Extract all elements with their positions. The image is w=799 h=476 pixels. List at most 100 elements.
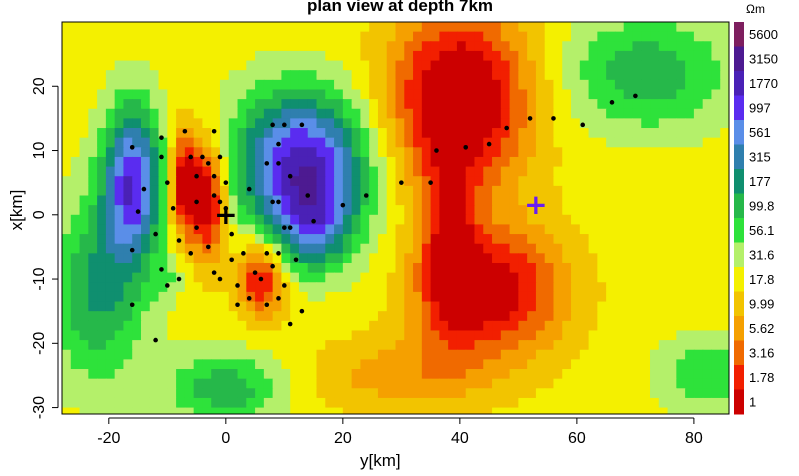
- heatmap-cell: [448, 137, 458, 148]
- heatmap-cell: [211, 195, 221, 206]
- heatmap-cell: [272, 388, 283, 399]
- heatmap-cell: [211, 340, 221, 351]
- heatmap-cell: [667, 31, 677, 42]
- colorbar-swatch: [734, 120, 744, 145]
- heatmap-cell: [588, 156, 598, 168]
- heatmap-cell: [123, 253, 133, 264]
- heatmap-cell: [79, 262, 89, 274]
- heatmap-cell: [290, 340, 300, 351]
- heatmap-cell: [456, 137, 467, 148]
- heatmap-cell: [105, 214, 116, 226]
- station-point: [434, 148, 439, 153]
- heatmap-cell: [325, 262, 335, 274]
- heatmap-cell: [360, 272, 370, 283]
- heatmap-cell: [456, 205, 467, 216]
- heatmap-cell: [79, 99, 89, 110]
- heatmap-cell: [606, 60, 616, 71]
- heatmap-cell: [255, 128, 265, 139]
- heatmap-cell: [720, 166, 729, 177]
- heatmap-cell: [623, 79, 634, 91]
- heatmap-cell: [623, 41, 634, 52]
- heatmap-cell: [702, 359, 713, 370]
- heatmap-cell: [650, 60, 660, 71]
- heatmap-cell: [535, 282, 546, 293]
- heatmap-cell: [167, 224, 177, 235]
- heatmap-cell: [79, 205, 89, 216]
- heatmap-cell: [316, 137, 326, 148]
- heatmap-cell: [562, 234, 572, 245]
- heatmap-cell: [509, 330, 519, 341]
- heatmap-cell: [202, 118, 212, 129]
- heatmap-cell: [500, 224, 511, 235]
- heatmap-cell: [238, 417, 247, 427]
- heatmap-cell: [386, 262, 397, 274]
- heatmap-cell: [483, 291, 493, 303]
- heatmap-cell: [413, 166, 423, 177]
- heatmap-cell: [492, 99, 502, 110]
- heatmap-cell: [553, 147, 563, 158]
- heatmap-cell: [693, 108, 704, 119]
- heatmap-cell: [237, 41, 247, 52]
- heatmap-cell: [70, 79, 81, 91]
- heatmap-cell: [149, 253, 160, 264]
- heatmap-cell: [395, 108, 405, 119]
- heatmap-cell: [246, 41, 256, 52]
- station-point: [276, 141, 281, 147]
- heatmap-cell: [439, 79, 449, 91]
- heatmap-cell: [184, 195, 195, 206]
- heatmap-cell: [544, 397, 555, 409]
- heatmap-cell: [492, 311, 502, 322]
- heatmap-cell: [465, 195, 476, 206]
- heatmap-cell: [298, 282, 309, 293]
- heatmap-cell: [553, 234, 563, 245]
- heatmap-cell: [334, 50, 344, 62]
- heatmap-cell: [219, 166, 230, 177]
- heatmap-cell: [263, 407, 274, 414]
- heatmap-cell: [105, 243, 116, 254]
- heatmap-cell: [685, 282, 695, 293]
- heatmap-cell: [290, 291, 300, 303]
- heatmap-cell: [693, 224, 704, 235]
- station-point: [170, 206, 176, 211]
- heatmap-cell: [606, 50, 616, 62]
- heatmap-cell: [711, 243, 721, 254]
- heatmap-cell: [158, 369, 168, 380]
- heatmap-cell: [114, 147, 125, 158]
- heatmap-cell: [614, 349, 625, 360]
- heatmap-cell: [658, 262, 669, 274]
- heatmap-cell: [351, 320, 361, 332]
- heatmap-cell: [281, 340, 291, 351]
- heatmap-cell: [632, 320, 642, 332]
- heatmap-cell: [650, 417, 659, 427]
- heatmap-cell: [167, 320, 177, 332]
- heatmap-cell: [219, 262, 230, 274]
- heatmap-cell: [650, 291, 660, 303]
- heatmap-cell: [430, 311, 440, 322]
- heatmap-cell: [456, 359, 467, 370]
- heatmap-cell: [720, 147, 729, 158]
- heatmap-cell: [535, 388, 546, 399]
- heatmap-cell: [553, 340, 563, 351]
- heatmap-cell: [553, 22, 563, 33]
- heatmap-cell: [167, 108, 177, 119]
- heatmap-cell: [500, 185, 511, 197]
- heatmap-cell: [448, 70, 458, 81]
- station-point: [340, 202, 346, 208]
- heatmap-cell: [132, 176, 142, 187]
- heatmap-cell: [553, 397, 563, 409]
- heatmap-cell: [316, 79, 326, 91]
- heatmap-cell: [316, 234, 326, 245]
- heatmap-cell: [202, 205, 212, 216]
- heatmap-cell: [483, 272, 493, 283]
- heatmap-cell: [386, 205, 397, 216]
- heatmap-cell: [351, 234, 361, 245]
- heatmap-cell: [114, 166, 125, 177]
- heatmap-cell: [263, 388, 274, 399]
- heatmap-cell: [702, 301, 713, 312]
- heatmap-cell: [597, 22, 607, 33]
- heatmap-cell: [430, 205, 440, 216]
- heatmap-cell: [369, 128, 379, 139]
- heatmap-cell: [351, 272, 361, 283]
- colorbar-swatch: [734, 218, 744, 243]
- heatmap-cell: [535, 137, 546, 148]
